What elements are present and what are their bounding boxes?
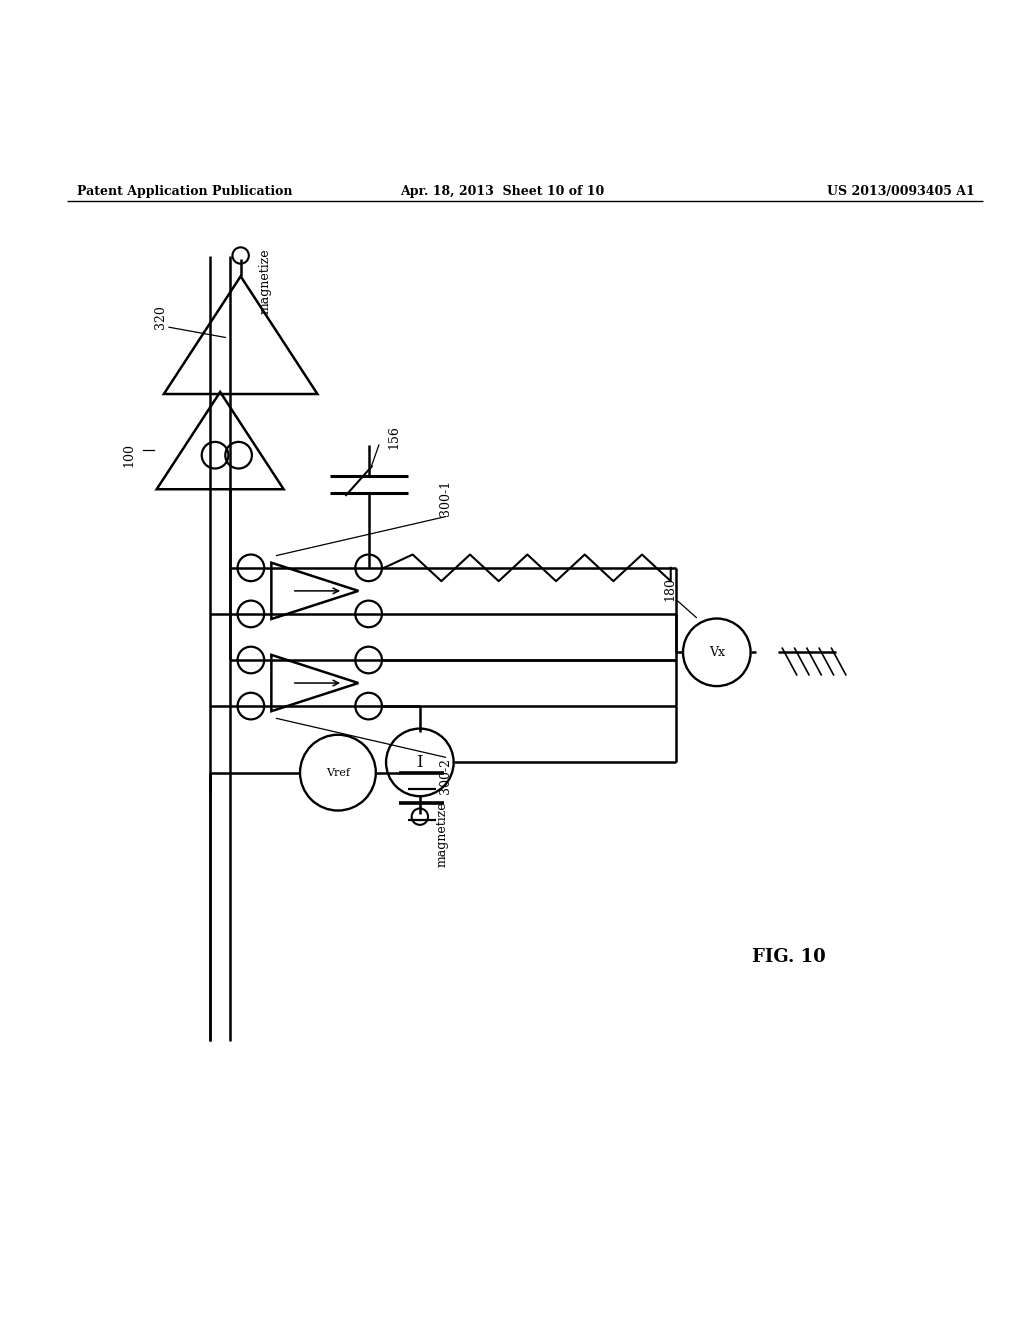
Text: Patent Application Publication: Patent Application Publication <box>77 185 292 198</box>
Text: 156: 156 <box>387 425 400 449</box>
Text: magnetize: magnetize <box>259 248 272 314</box>
Text: Apr. 18, 2013  Sheet 10 of 10: Apr. 18, 2013 Sheet 10 of 10 <box>399 185 604 198</box>
Text: magnetize: magnetize <box>435 801 449 867</box>
Text: FIG. 10: FIG. 10 <box>752 948 825 966</box>
Text: 100: 100 <box>123 444 136 467</box>
Text: 180: 180 <box>664 577 677 601</box>
Text: 320: 320 <box>154 305 167 329</box>
Text: 300-1: 300-1 <box>439 480 452 516</box>
Text: US 2013/0093405 A1: US 2013/0093405 A1 <box>827 185 975 198</box>
Text: I: I <box>417 754 423 771</box>
Text: Vref: Vref <box>326 768 350 777</box>
Text: Vx: Vx <box>709 645 725 659</box>
Text: 300-2: 300-2 <box>439 758 452 793</box>
